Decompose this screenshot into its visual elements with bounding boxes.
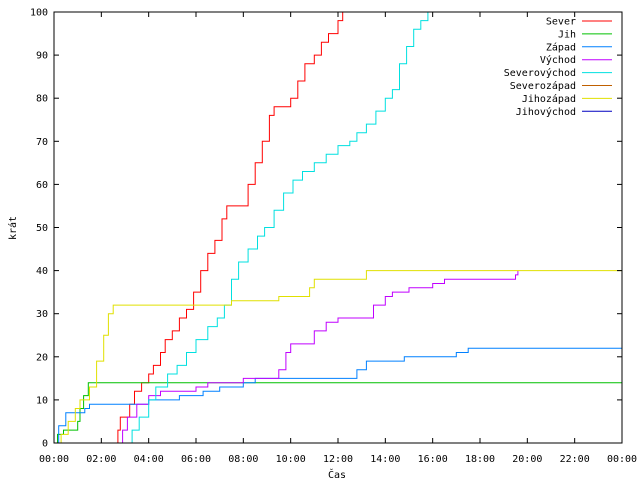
x-tick-label: 18:00 [465, 454, 495, 465]
y-tick-label: 60 [36, 180, 48, 191]
y-tick-label: 100 [30, 8, 48, 19]
x-tick-label: 20:00 [512, 454, 542, 465]
legend-label: Jih [558, 29, 576, 40]
legend-label: Severozápad [510, 80, 576, 92]
y-tick-label: 0 [42, 439, 48, 450]
x-tick-label: 02:00 [86, 454, 116, 465]
y-tick-label: 70 [36, 137, 48, 148]
y-axis-label: krát [7, 216, 19, 240]
legend-item: Severozápad [510, 80, 612, 92]
legend-item: Západ [546, 41, 612, 53]
legend-item: Severovýchod [504, 67, 612, 79]
legend-item: Jihovýchod [516, 106, 612, 118]
x-tick-label: 00:00 [607, 454, 637, 465]
x-tick-label: 16:00 [418, 454, 448, 465]
series-line-5 [125, 12, 438, 443]
y-tick-label: 50 [36, 223, 48, 234]
legend-item: Sever [546, 17, 612, 28]
x-tick-label: 00:00 [39, 454, 69, 465]
x-tick-label: 22:00 [560, 454, 590, 465]
y-tick-label: 10 [36, 395, 48, 406]
legend-item: Jih [558, 29, 612, 40]
series-line-4 [117, 270, 519, 443]
x-tick-label: 04:00 [134, 454, 164, 465]
y-tick-label: 30 [36, 309, 48, 320]
y-tick-label: 90 [36, 51, 48, 62]
series-line-3 [54, 347, 622, 443]
y-tick-label: 40 [36, 266, 48, 277]
legend-label: Severovýchod [504, 67, 576, 79]
legend-label: Západ [546, 41, 576, 53]
series-lines [54, 12, 622, 443]
x-tick-label: 10:00 [276, 454, 306, 465]
tick-labels: 00:00 02:00 04:00 06:00 08:00 10:00 12:00 14:00… [30, 8, 637, 466]
tick-marks [53, 11, 623, 444]
x-tick-label: 08:00 [228, 454, 258, 465]
legend-item: Východ [540, 54, 612, 66]
legend-label: Jihovýchod [516, 106, 576, 118]
x-tick-label: 14:00 [370, 454, 400, 465]
y-tick-label: 20 [36, 352, 48, 363]
legend-label: Východ [540, 54, 576, 66]
x-tick-label: 12:00 [323, 454, 353, 465]
legend-item: Jihozápad [522, 93, 612, 105]
legend: SeverJihZápadVýchodSeverovýchodSeverozáp… [504, 17, 612, 118]
y-tick-label: 80 [36, 94, 48, 105]
x-tick-label: 06:00 [181, 454, 211, 465]
legend-label: Jihozápad [522, 93, 576, 105]
series-line-2 [54, 382, 622, 443]
series-line-7 [54, 270, 622, 443]
x-axis-label: Čas [328, 468, 346, 480]
legend-label: Sever [546, 17, 576, 28]
